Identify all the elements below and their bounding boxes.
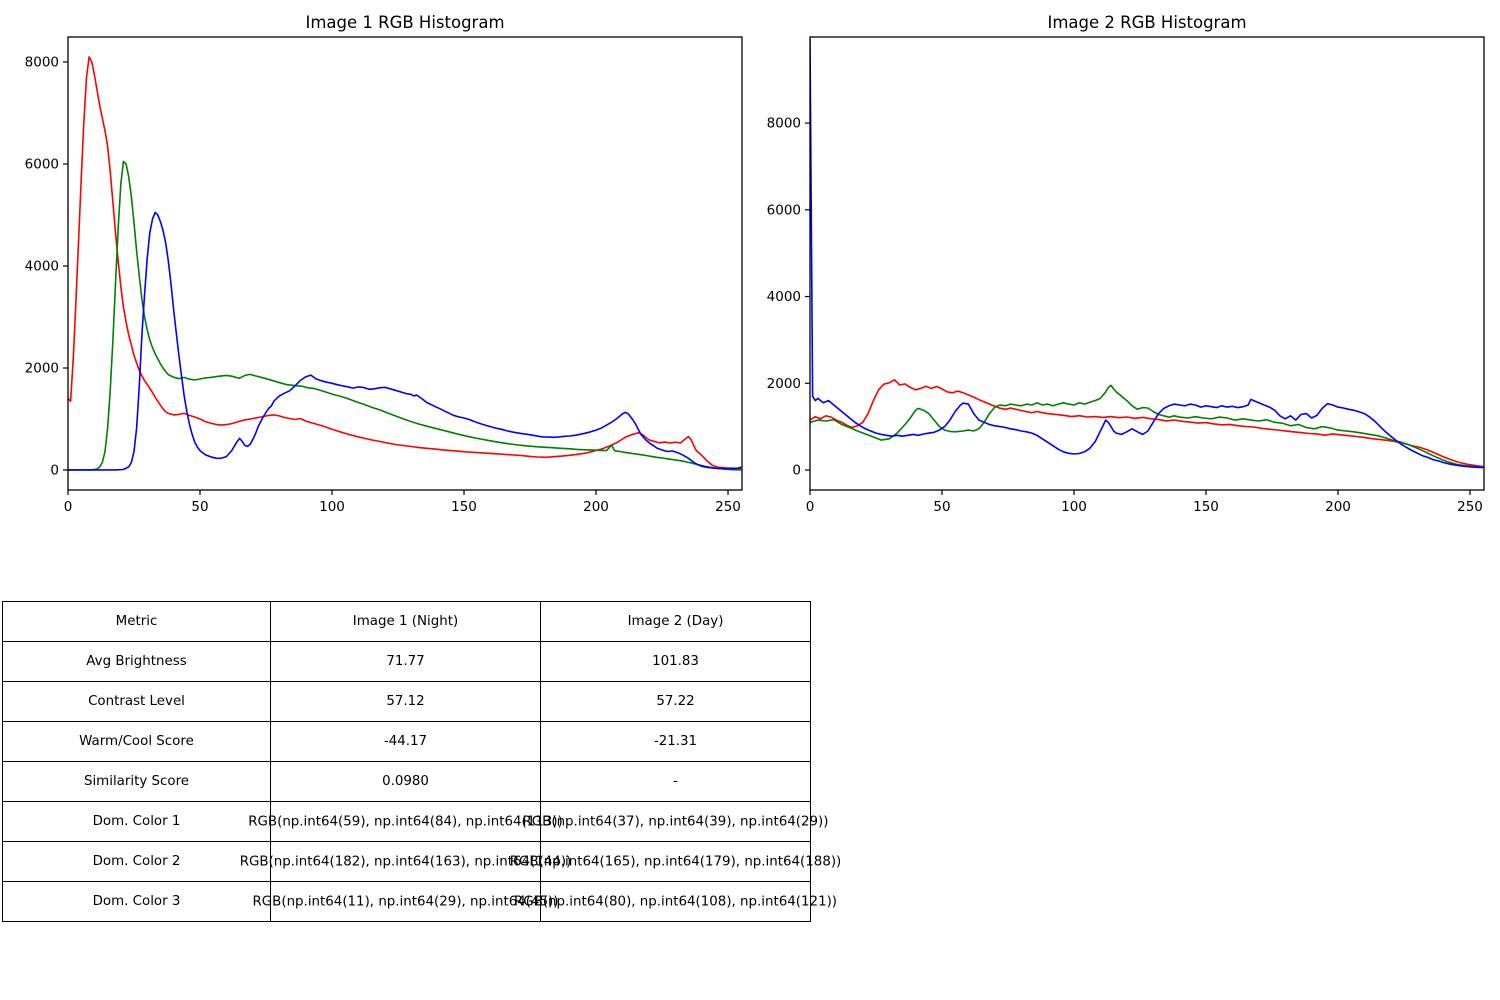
table-header-row: Metric Image 1 (Night) Image 2 (Day) [2, 601, 811, 642]
y-tick-label: 8000 [767, 116, 801, 132]
header-metric: Metric [2, 601, 271, 642]
x-tick-label: 0 [806, 499, 815, 515]
x-tick-label: 150 [1193, 499, 1219, 515]
y-tick-label: 2000 [767, 376, 801, 392]
green-channel-line [68, 160, 742, 471]
x-tick-label: 200 [1325, 499, 1351, 515]
dom-color-value-img1: RGB(np.int64(59), np.int64(84), np.int64… [248, 801, 563, 842]
dom-color-value-img1: RGB(np.int64(11), np.int64(29), np.int64… [252, 881, 559, 922]
y-tick-label: 0 [50, 463, 59, 479]
dom-color-text: RGB(np.int64(11), np.int64(29), np.int64… [252, 893, 559, 909]
dom-color-value-img2: RGB(np.int64(37), np.int64(39), np.int64… [522, 801, 829, 842]
y-tick-label: 2000 [25, 361, 59, 377]
green-channel-line [810, 384, 1484, 469]
metric-label: Similarity Score [2, 761, 271, 802]
x-tick-label: 50 [933, 499, 950, 515]
metric-label: Dom. Color 3 [2, 881, 271, 922]
table-row: Similarity Score 0.0980 - [2, 761, 811, 802]
red-channel-line [68, 56, 742, 470]
metric-value-img2: 101.83 [540, 641, 811, 682]
blue-channel-line [68, 211, 742, 471]
y-tick-label: 4000 [767, 289, 801, 305]
x-tick-label: 250 [1457, 499, 1483, 515]
metric-value-img1: -44.17 [270, 721, 541, 762]
y-tick-label: 6000 [25, 156, 59, 172]
table-row: Dom. Color 3 RGB(np.int64(11), np.int64(… [2, 881, 837, 922]
metric-label: Dom. Color 1 [2, 801, 271, 842]
y-tick-label: 4000 [25, 258, 59, 274]
dom-color-value-img2: RGB(np.int64(165), np.int64(179), np.int… [510, 841, 841, 882]
x-tick-label: 100 [319, 499, 345, 515]
chart-title: Image 1 RGB Histogram [305, 13, 504, 32]
dom-color-text: RGB(np.int64(182), np.int64(163), np.int… [239, 853, 572, 869]
x-tick-label: 100 [1061, 499, 1087, 515]
metric-value-img1: 57.12 [270, 681, 541, 722]
metric-value-img2: - [540, 761, 811, 802]
x-tick-label: 50 [191, 499, 208, 515]
metric-value-img1: 71.77 [270, 641, 541, 682]
table-row: Dom. Color 2 RGB(np.int64(182), np.int64… [2, 841, 841, 882]
metrics-table: Metric Image 1 (Night) Image 2 (Day) Avg… [2, 601, 841, 922]
table-row: Avg Brightness 71.77 101.83 [2, 641, 811, 682]
dom-color-text: RGB(np.int64(165), np.int64(179), np.int… [509, 853, 842, 869]
chart-2: 0 2000 4000 6000 8000 0 50 100 150 200 250 Image 2 … [767, 13, 1485, 515]
x-tick-label: 150 [451, 499, 477, 515]
dom-color-text: RGB(np.int64(80), np.int64(108), np.int6… [513, 893, 838, 909]
dom-color-text: RGB(np.int64(59), np.int64(84), np.int64… [248, 813, 563, 829]
chart-1: 0 2000 4000 6000 8000 0 50 100 150 200 250 Image 1 … [25, 13, 743, 515]
table-row: Warm/Cool Score -44.17 -21.31 [2, 721, 811, 762]
metric-label: Dom. Color 2 [2, 841, 271, 882]
metric-value-img2: -21.31 [540, 721, 811, 762]
y-tick-label: 6000 [767, 202, 801, 218]
axes-frame [67, 36, 743, 491]
table-row: Contrast Level 57.12 57.22 [2, 681, 811, 722]
dom-color-text: RGB(np.int64(37), np.int64(39), np.int64… [522, 813, 829, 829]
red-channel-line [810, 378, 1484, 468]
header-image1: Image 1 (Night) [270, 601, 541, 642]
x-tick-label: 200 [583, 499, 609, 515]
chart-title: Image 2 RGB Histogram [1047, 13, 1246, 32]
dom-color-value-img2: RGB(np.int64(80), np.int64(108), np.int6… [514, 881, 837, 922]
header-image2: Image 2 (Day) [540, 601, 811, 642]
axes-frame [809, 36, 1485, 491]
table-row: Dom. Color 1 RGB(np.int64(59), np.int64(… [2, 801, 829, 842]
metric-value-img2: 57.22 [540, 681, 811, 722]
metric-label: Contrast Level [2, 681, 271, 722]
y-tick-label: 0 [792, 463, 801, 479]
metric-label: Warm/Cool Score [2, 721, 271, 762]
metric-label: Avg Brightness [2, 641, 271, 682]
x-tick-label: 0 [64, 499, 73, 515]
x-tick-label: 250 [715, 499, 741, 515]
dom-color-value-img1: RGB(np.int64(182), np.int64(163), np.int… [240, 841, 571, 882]
blue-channel-line [810, 38, 1484, 469]
y-tick-label: 8000 [25, 54, 59, 70]
metric-value-img1: 0.0980 [270, 761, 541, 802]
